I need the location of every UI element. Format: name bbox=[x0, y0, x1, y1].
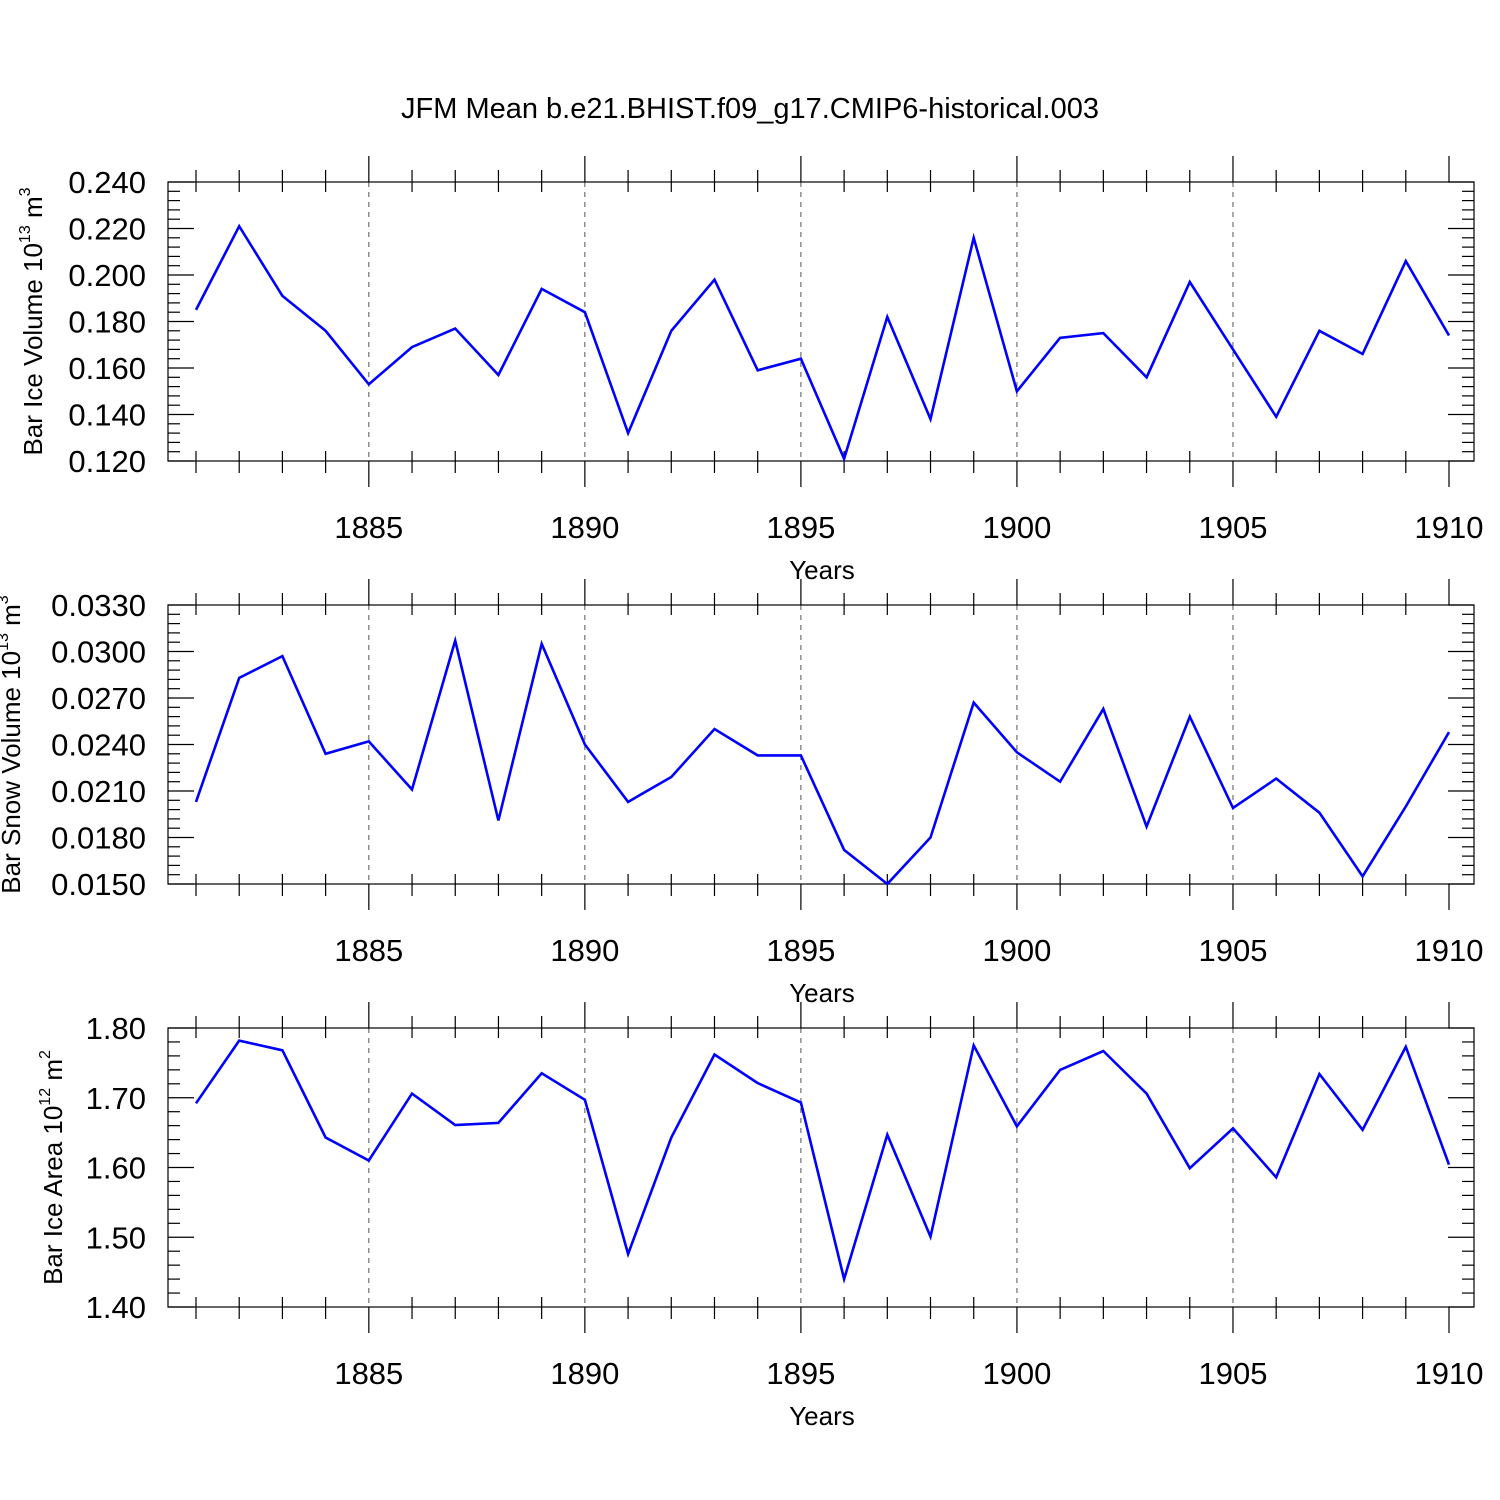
y-tick-label: 0.220 bbox=[68, 212, 146, 247]
x-tick-label: 1895 bbox=[766, 1356, 835, 1391]
y-tick-label: 1.70 bbox=[86, 1081, 146, 1116]
y-tick-label: 0.0330 bbox=[51, 588, 146, 623]
y-tick-label: 0.200 bbox=[68, 258, 146, 293]
x-tick-label: 1910 bbox=[1415, 510, 1484, 545]
y-tick-label: 0.240 bbox=[68, 165, 146, 200]
y-tick-label: 0.0270 bbox=[51, 681, 146, 716]
y-axis-label: Bar Ice Volume 1013 m3 bbox=[17, 187, 48, 455]
x-tick-label: 1905 bbox=[1198, 510, 1267, 545]
panel-1: 1885 1890 1895 1900 1905 1910 Years 0.120 0.140 0… bbox=[17, 156, 1483, 585]
y-tick-label: 0.0300 bbox=[51, 635, 146, 670]
y-axis-label-part: 3 bbox=[17, 187, 34, 196]
series-line bbox=[194, 1039, 1451, 1285]
x-tick-label: 1890 bbox=[550, 933, 619, 968]
plot-frame bbox=[167, 1027, 1475, 1308]
series-line bbox=[194, 635, 1451, 886]
x-tick-label: 1890 bbox=[550, 510, 619, 545]
y-axis-label: Bar Snow Volume 1013 m3 bbox=[0, 595, 26, 894]
y-axis-label-part: 13 bbox=[17, 225, 34, 243]
y-tick-label: 0.0240 bbox=[51, 728, 146, 763]
y-tick-label: 0.0180 bbox=[51, 821, 146, 856]
x-tick-label: 1885 bbox=[334, 933, 403, 968]
x-tick-label: 1895 bbox=[766, 510, 835, 545]
y-tick-label: 0.180 bbox=[68, 305, 146, 340]
x-tick-label: 1905 bbox=[1198, 933, 1267, 968]
y-tick-label: 1.80 bbox=[86, 1011, 146, 1046]
x-tick-label: 1900 bbox=[982, 933, 1051, 968]
x-axis-label: Years bbox=[789, 555, 855, 585]
x-tick-label: 1890 bbox=[550, 1356, 619, 1391]
series-line bbox=[194, 223, 1451, 463]
y-tick-label: 1.60 bbox=[86, 1151, 146, 1186]
panel-3: 1885 1890 1895 1900 1905 1910 Years 1.40 1.50 1.6… bbox=[37, 1002, 1483, 1431]
x-tick-label: 1885 bbox=[334, 1356, 403, 1391]
y-axis-label-part: Bar Ice Volume 10 bbox=[18, 243, 48, 455]
x-tick-label: 1900 bbox=[982, 1356, 1051, 1391]
plot-frame bbox=[167, 604, 1475, 885]
y-axis-label-part: Bar Snow Volume 10 bbox=[0, 651, 26, 894]
y-axis-label-part: 13 bbox=[0, 633, 12, 651]
x-tick-label: 1885 bbox=[334, 510, 403, 545]
y-tick-label: 0.140 bbox=[68, 398, 146, 433]
y-axis-label-part: 3 bbox=[0, 595, 12, 604]
x-tick-label: 1910 bbox=[1415, 1356, 1484, 1391]
y-axis-label-part: m bbox=[0, 604, 26, 633]
y-axis-label-part: Bar Ice Area 10 bbox=[38, 1106, 68, 1285]
figure-title: JFM Mean b.e21.BHIST.f09_g17.CMIP6-histo… bbox=[401, 93, 1099, 125]
y-axis-label: Bar Ice Area 1012 m2 bbox=[37, 1050, 68, 1285]
y-axis-label-part: 12 bbox=[37, 1088, 54, 1106]
x-tick-label: 1905 bbox=[1198, 1356, 1267, 1391]
x-tick-label: 1910 bbox=[1415, 933, 1484, 968]
y-tick-label: 0.120 bbox=[68, 444, 146, 479]
y-tick-label: 0.0150 bbox=[51, 867, 146, 902]
x-axis-label: Years bbox=[789, 1401, 855, 1431]
y-tick-label: 1.40 bbox=[86, 1290, 146, 1325]
plot-frame bbox=[167, 181, 1475, 462]
y-tick-label: 1.50 bbox=[86, 1220, 146, 1255]
x-tick-label: 1900 bbox=[982, 510, 1051, 545]
x-tick-label: 1895 bbox=[766, 933, 835, 968]
y-axis-label-part: 2 bbox=[37, 1050, 54, 1059]
y-tick-label: 0.160 bbox=[68, 351, 146, 386]
x-axis-label: Years bbox=[789, 978, 855, 1008]
y-tick-label: 0.0210 bbox=[51, 774, 146, 809]
panel-2: 1885 1890 1895 1900 1905 1910 Years 0.0150 0.018… bbox=[0, 579, 1483, 1008]
y-axis-label-part: m bbox=[18, 196, 48, 225]
y-axis-label-part: m bbox=[38, 1059, 68, 1088]
